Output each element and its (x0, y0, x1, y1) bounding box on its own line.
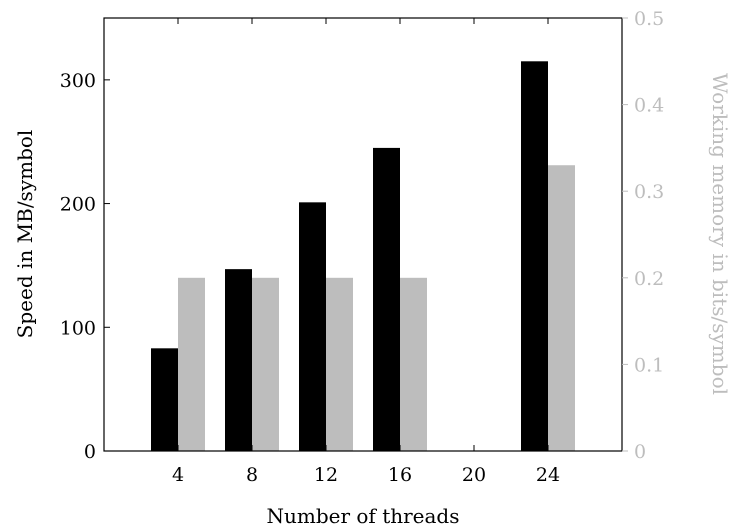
left-tick-label-3: 300 (60, 70, 96, 92)
plot-frame (103, 17, 623, 452)
memory-bar-8 (252, 277, 279, 451)
speed-bar-16 (373, 147, 400, 451)
memory-bar-4 (178, 277, 205, 451)
right-tick-label-5: 0.5 (634, 8, 664, 30)
right-tick-label-3: 0.3 (634, 181, 664, 203)
speed-bar-12 (299, 202, 326, 451)
left-tick-label-1: 100 (60, 317, 96, 339)
memory-bar-12 (326, 277, 353, 451)
right-tick-label-2: 0.2 (634, 268, 664, 290)
left-tick-label-2: 200 (60, 194, 96, 216)
left-tick-label-0: 0 (84, 441, 96, 463)
x-tick-label-24: 24 (536, 464, 560, 486)
right-tick-label-0: 0 (634, 441, 646, 463)
speed-bar-8 (225, 269, 252, 451)
x-axis-label: Number of threads (266, 504, 459, 528)
memory-bar-24 (548, 165, 575, 451)
speed-bar-4 (151, 348, 178, 451)
speed-bar-24 (521, 61, 548, 452)
right-tick-label-4: 0.4 (634, 95, 664, 117)
right-axis-label: Working memory in bits/symbol (708, 73, 732, 395)
x-tick-label-8: 8 (246, 464, 258, 486)
x-tick-label-4: 4 (172, 464, 184, 486)
ticks-layer: 4 8 12 16 20 24 0 100 200 300 0 0.1 0.2 0.3 0.4 0.5 (60, 8, 664, 486)
x-tick-label-16: 16 (388, 464, 412, 486)
memory-bar-16 (400, 277, 427, 451)
x-tick-label-12: 12 (314, 464, 338, 486)
left-axis-label: Speed in MB/symbol (13, 130, 37, 339)
bars-layer (151, 61, 575, 452)
x-tick-label-20: 20 (462, 464, 486, 486)
right-tick-label-1: 0.1 (634, 354, 664, 376)
